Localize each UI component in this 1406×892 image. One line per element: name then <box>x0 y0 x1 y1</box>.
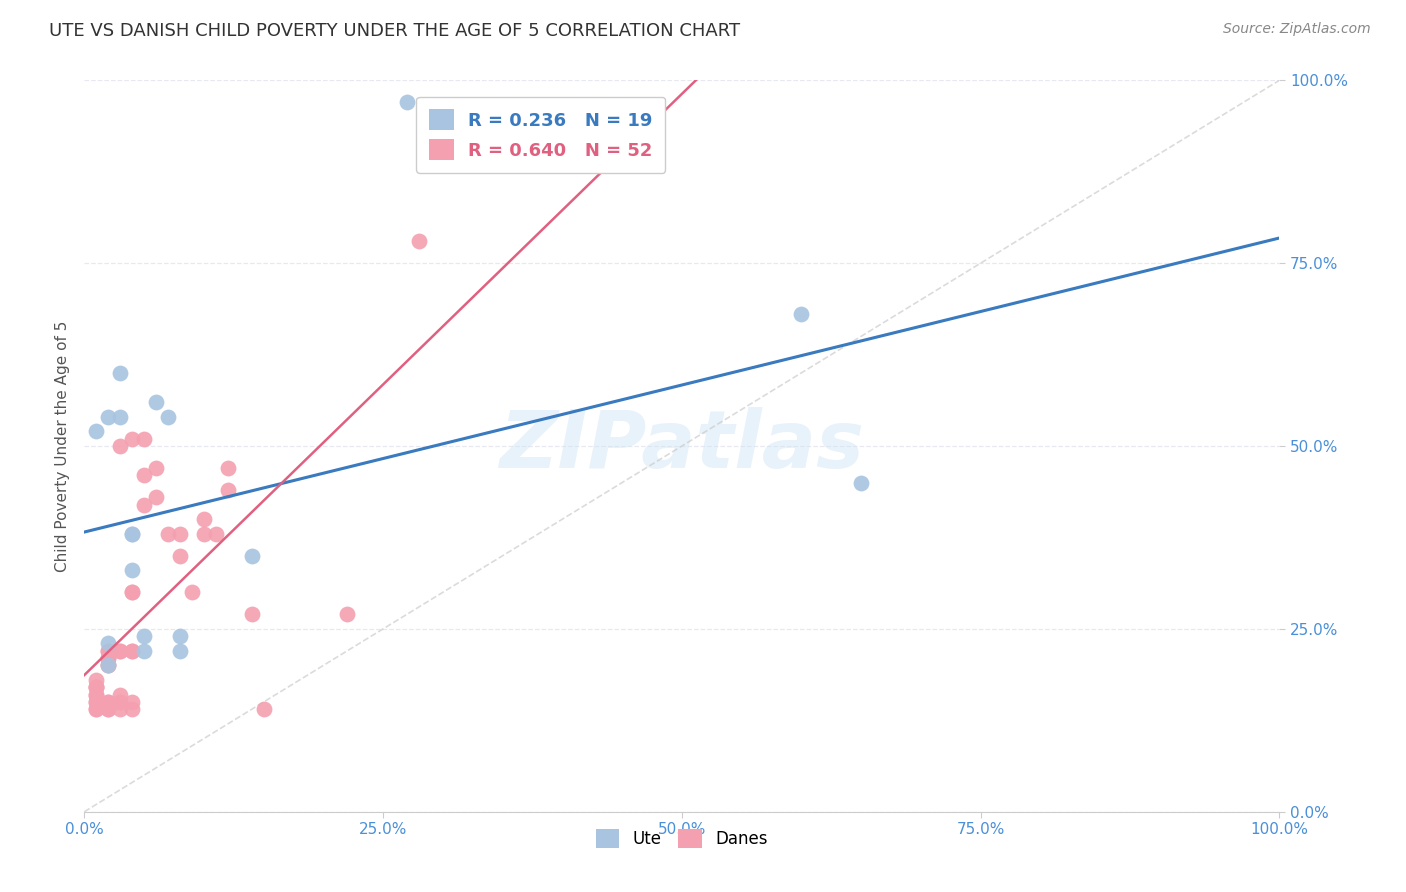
Point <box>121 702 143 716</box>
Point <box>110 695 132 709</box>
Point <box>851 475 873 490</box>
Point <box>86 695 108 709</box>
Point <box>97 651 120 665</box>
Point <box>110 366 132 380</box>
Point <box>86 702 108 716</box>
Point <box>121 563 143 577</box>
Point <box>97 658 120 673</box>
Point <box>86 425 108 439</box>
Point <box>132 432 156 446</box>
Point <box>790 307 813 321</box>
Point <box>253 702 276 716</box>
Point <box>132 629 156 643</box>
Point <box>110 644 132 658</box>
Point <box>110 409 132 424</box>
Point <box>110 695 132 709</box>
Point <box>121 526 143 541</box>
Point <box>110 702 132 716</box>
Point <box>86 681 108 695</box>
Point <box>97 695 120 709</box>
Point <box>217 483 239 497</box>
Point <box>121 644 143 658</box>
Point <box>132 498 156 512</box>
Point <box>121 644 143 658</box>
Point <box>97 695 120 709</box>
Point <box>97 658 120 673</box>
Point <box>110 644 132 658</box>
Point <box>169 549 191 563</box>
Point <box>132 468 156 483</box>
Point <box>86 681 108 695</box>
Text: Source: ZipAtlas.com: Source: ZipAtlas.com <box>1223 22 1371 37</box>
Point <box>86 673 108 687</box>
Point <box>217 461 239 475</box>
Point <box>408 234 430 248</box>
Point <box>110 439 132 453</box>
Point <box>336 607 359 622</box>
Legend: Ute, Danes: Ute, Danes <box>589 822 775 855</box>
Point <box>181 585 204 599</box>
Point <box>97 658 120 673</box>
Point <box>205 526 228 541</box>
Point <box>86 688 108 702</box>
Point <box>145 461 167 475</box>
Point <box>121 585 143 599</box>
Point <box>145 490 167 504</box>
Point <box>240 607 263 622</box>
Y-axis label: Child Poverty Under the Age of 5: Child Poverty Under the Age of 5 <box>55 320 70 572</box>
Point <box>121 695 143 709</box>
Point <box>169 629 191 643</box>
Point <box>97 644 120 658</box>
Point <box>157 526 180 541</box>
Point <box>121 526 143 541</box>
Point <box>157 409 180 424</box>
Text: ZIPatlas: ZIPatlas <box>499 407 865 485</box>
Point <box>86 688 108 702</box>
Point <box>132 644 156 658</box>
Point <box>240 549 263 563</box>
Point <box>169 644 191 658</box>
Point <box>169 526 191 541</box>
Point <box>396 95 419 110</box>
Point <box>121 432 143 446</box>
Text: UTE VS DANISH CHILD POVERTY UNDER THE AGE OF 5 CORRELATION CHART: UTE VS DANISH CHILD POVERTY UNDER THE AG… <box>49 22 741 40</box>
Point <box>97 644 120 658</box>
Point <box>97 636 120 650</box>
Point <box>86 702 108 716</box>
Point <box>193 512 215 526</box>
Point <box>97 702 120 716</box>
Point <box>145 395 167 409</box>
Point <box>193 526 215 541</box>
Point <box>97 409 120 424</box>
Point <box>86 681 108 695</box>
Point <box>97 702 120 716</box>
Point <box>110 688 132 702</box>
Point <box>86 695 108 709</box>
Point <box>121 585 143 599</box>
Point <box>97 651 120 665</box>
